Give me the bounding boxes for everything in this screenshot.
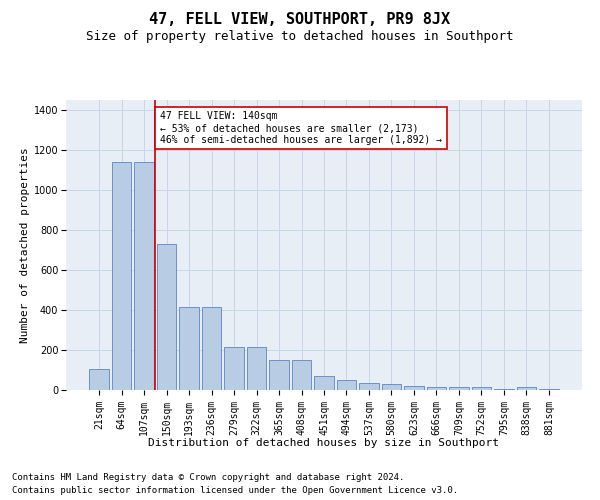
Text: 47 FELL VIEW: 140sqm
← 53% of detached houses are smaller (2,173)
46% of semi-de: 47 FELL VIEW: 140sqm ← 53% of detached h… <box>160 112 442 144</box>
Bar <box>539 389 559 390</box>
Bar <box>247 347 266 390</box>
Bar <box>314 376 334 390</box>
Bar <box>179 307 199 390</box>
X-axis label: Distribution of detached houses by size in Southport: Distribution of detached houses by size … <box>149 438 499 448</box>
Text: Size of property relative to detached houses in Southport: Size of property relative to detached ho… <box>86 30 514 43</box>
Bar <box>427 387 446 390</box>
Bar <box>337 380 356 390</box>
Bar <box>157 244 176 390</box>
Bar <box>134 162 154 390</box>
Text: Contains public sector information licensed under the Open Government Licence v3: Contains public sector information licen… <box>12 486 458 495</box>
Bar <box>202 307 221 390</box>
Text: 47, FELL VIEW, SOUTHPORT, PR9 8JX: 47, FELL VIEW, SOUTHPORT, PR9 8JX <box>149 12 451 28</box>
Bar <box>494 389 514 390</box>
Bar <box>89 369 109 390</box>
Bar <box>517 387 536 390</box>
Bar <box>404 386 424 390</box>
Bar <box>472 387 491 390</box>
Y-axis label: Number of detached properties: Number of detached properties <box>20 147 29 343</box>
Text: Contains HM Land Registry data © Crown copyright and database right 2024.: Contains HM Land Registry data © Crown c… <box>12 474 404 482</box>
Bar <box>449 387 469 390</box>
Bar <box>269 360 289 390</box>
Bar <box>112 162 131 390</box>
Bar <box>292 360 311 390</box>
Bar <box>382 384 401 390</box>
Bar <box>359 383 379 390</box>
Bar <box>224 347 244 390</box>
